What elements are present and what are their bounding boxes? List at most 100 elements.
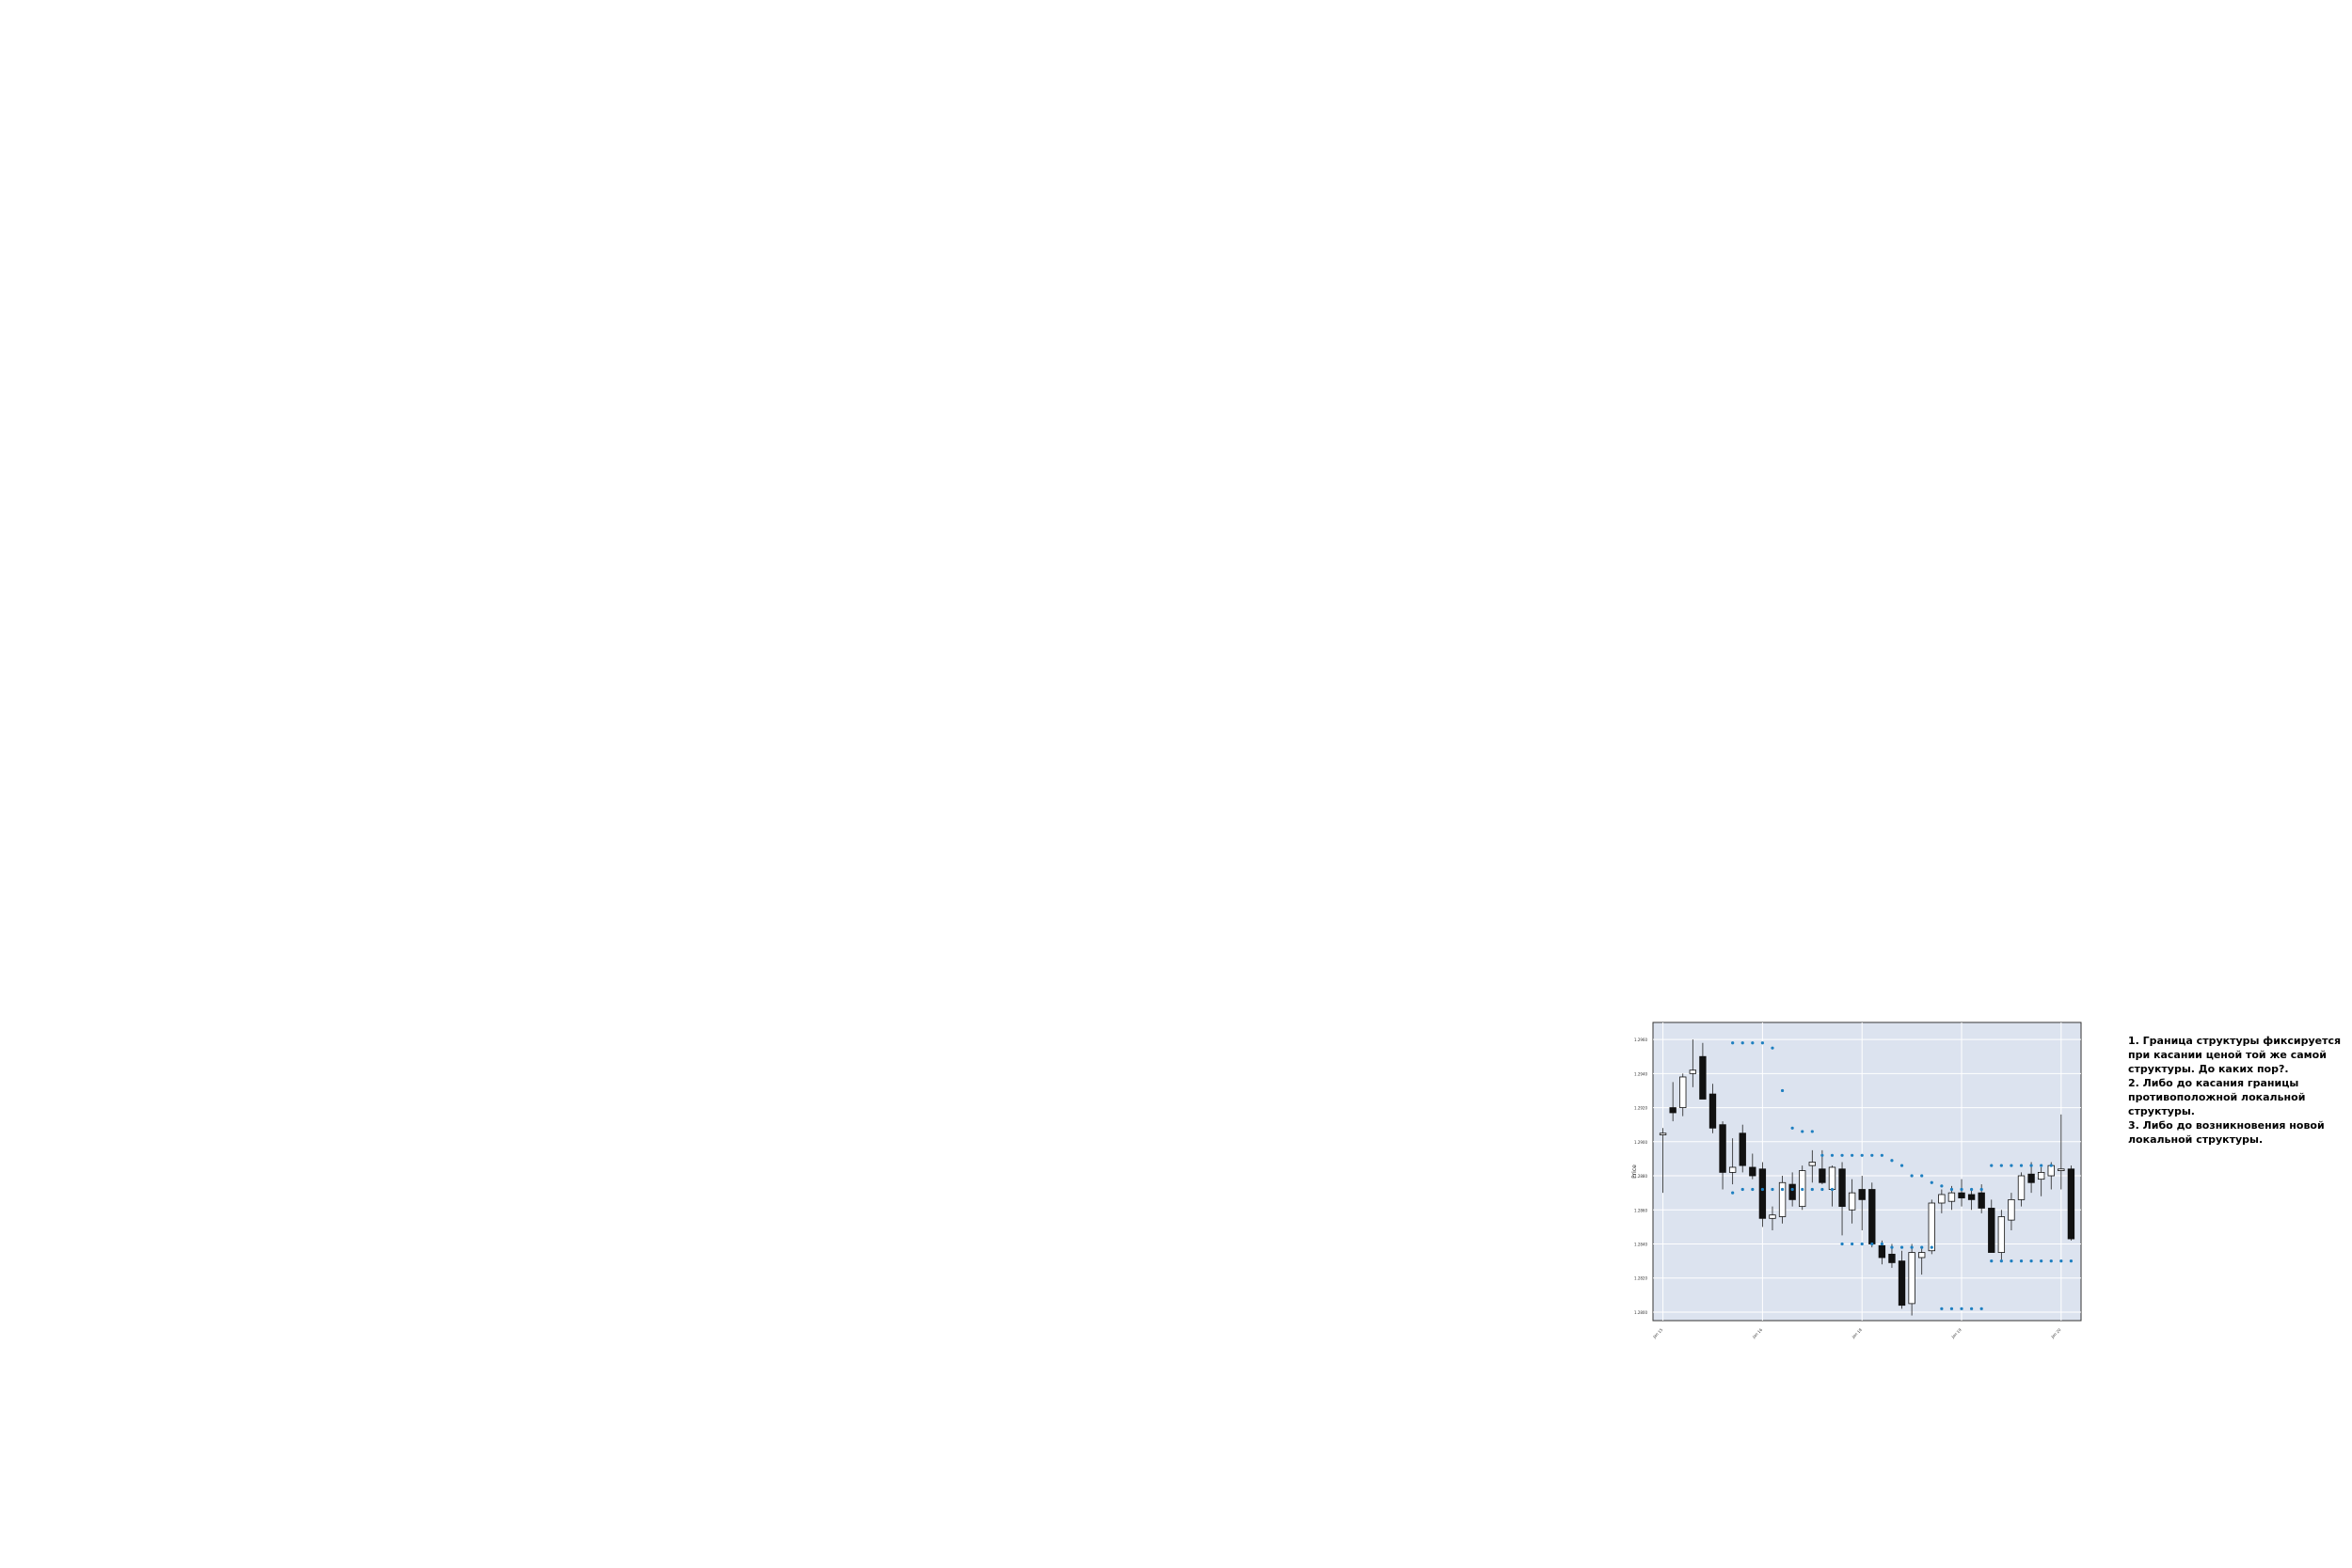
lower-structure-dot <box>1949 1307 1954 1310</box>
y-tick-label: 1.2900 <box>1634 1140 1647 1145</box>
lower-structure-dot <box>1751 1187 1755 1192</box>
candle-body <box>1858 1189 1866 1200</box>
upper-structure-dot <box>1801 1130 1804 1133</box>
lower-structure-dot <box>2019 1259 2024 1263</box>
candle-body <box>1918 1252 1926 1259</box>
lower-structure-dot <box>2010 1259 2013 1263</box>
candle-body <box>2017 1175 2026 1200</box>
candle-body <box>1988 1208 1995 1253</box>
candle-body <box>1769 1214 1776 1219</box>
upper-structure-dot <box>2040 1164 2043 1167</box>
y-tick-label: 1.2880 <box>1634 1174 1647 1179</box>
upper-structure-dot <box>1790 1126 1794 1130</box>
note-line-2: 2. Либо до касания границы противоположн… <box>2128 1077 2306 1117</box>
note-line-3: 3. Либо до возникновения новой локальной… <box>2128 1119 2325 1146</box>
upper-structure-dot <box>1840 1153 1844 1157</box>
upper-structure-dot <box>1940 1184 1944 1188</box>
candle-body <box>1947 1192 1956 1202</box>
candle-body <box>1848 1192 1856 1211</box>
lower-structure-dot <box>1760 1187 1764 1192</box>
annotation-note: 1. Граница структуры фиксируется при кас… <box>2128 1034 2352 1147</box>
upper-structure-dot <box>1740 1041 1744 1045</box>
lower-structure-dot <box>2059 1259 2063 1263</box>
upper-structure-dot <box>1899 1164 1904 1167</box>
candle-body <box>1778 1181 1787 1217</box>
plot-panel <box>1652 1022 2082 1322</box>
candle-body <box>2008 1198 2015 1221</box>
candle-body <box>1708 1093 1717 1129</box>
candle-body <box>2047 1164 2055 1177</box>
y-tick-label: 1.2860 <box>1634 1208 1647 1212</box>
x-tick-label: Jan 15 <box>1651 1327 1663 1339</box>
lower-structure-dot <box>1771 1187 1774 1192</box>
candle-body <box>1958 1192 1965 1198</box>
lower-structure-dot <box>2069 1259 2074 1263</box>
lower-structure-dot <box>1880 1242 1883 1246</box>
y-tick-label: 1.2920 <box>1634 1106 1647 1111</box>
upper-structure-dot <box>1820 1153 1824 1157</box>
candle-body <box>1728 1166 1737 1173</box>
lower-structure-dot <box>2049 1259 2053 1263</box>
lower-structure-dot <box>1890 1245 1894 1249</box>
candle-body <box>1819 1168 1826 1183</box>
upper-structure-dot <box>1810 1130 1814 1133</box>
x-tick-label: Jan 19 <box>1950 1327 1963 1339</box>
upper-structure-dot <box>2029 1164 2033 1167</box>
lower-structure-dot <box>1920 1245 1924 1249</box>
candle-body <box>1699 1055 1707 1100</box>
lower-structure-dot <box>2040 1259 2043 1263</box>
candle-body <box>1749 1166 1756 1177</box>
candle-body <box>1739 1132 1746 1166</box>
upper-structure-dot <box>1880 1153 1883 1157</box>
candle-body <box>1938 1194 1946 1204</box>
lower-structure-dot <box>1979 1307 1983 1310</box>
upper-structure-dot <box>1760 1041 1764 1045</box>
lower-structure-dot <box>1970 1307 1974 1310</box>
upper-structure-dot <box>1751 1041 1755 1045</box>
candle-body <box>1808 1162 1816 1166</box>
candle-body <box>1828 1166 1836 1190</box>
upper-structure-dot <box>1890 1159 1894 1163</box>
upper-structure-dot <box>1830 1153 1835 1157</box>
x-tick-label: Jan 20 <box>2049 1327 2061 1339</box>
upper-structure-dot <box>1731 1041 1735 1045</box>
lower-structure-dot <box>1731 1191 1735 1195</box>
upper-structure-dot <box>2010 1164 2013 1167</box>
candle-body <box>1978 1192 1985 1209</box>
candle-body <box>1659 1132 1667 1135</box>
lower-structure-dot <box>1960 1307 1963 1310</box>
candle-body <box>1758 1168 1767 1219</box>
lower-structure-dot <box>1940 1307 1944 1310</box>
candle-body <box>1928 1202 1935 1252</box>
candle-body <box>2027 1173 2035 1183</box>
candle-body <box>1838 1168 1846 1208</box>
candle-body <box>2058 1168 2065 1171</box>
upper-structure-dot <box>1860 1153 1864 1157</box>
upper-structure-dot <box>1979 1187 1983 1192</box>
lower-structure-dot <box>1999 1259 2003 1263</box>
upper-structure-dot <box>1920 1174 1924 1178</box>
lower-structure-dot <box>1990 1259 1994 1263</box>
candle-body <box>2037 1172 2045 1180</box>
y-tick-label: 1.2800 <box>1634 1310 1647 1315</box>
upper-structure-dot <box>1910 1174 1914 1178</box>
candle-body <box>1719 1124 1726 1173</box>
candle-body <box>1908 1252 1915 1305</box>
note-line-1: 1. Граница структуры фиксируется при кас… <box>2128 1035 2342 1075</box>
candle-body <box>2067 1168 2075 1240</box>
lower-structure-dot <box>1801 1187 1804 1192</box>
lower-structure-dot <box>1851 1242 1854 1246</box>
upper-structure-dot <box>1771 1046 1774 1050</box>
x-tick-label: Jan 18 <box>1851 1327 1863 1339</box>
candle-body <box>1669 1107 1677 1114</box>
upper-structure-dot <box>1870 1153 1874 1157</box>
candle-body <box>1997 1216 2006 1253</box>
upper-structure-dot <box>1990 1164 1994 1167</box>
x-tick-label: Jan 16 <box>1751 1327 1763 1339</box>
upper-structure-dot <box>1780 1088 1785 1093</box>
y-tick-label: 1.2840 <box>1634 1242 1647 1246</box>
candle-body <box>1788 1183 1796 1200</box>
lower-structure-dot <box>1840 1242 1844 1246</box>
lower-structure-dot <box>1810 1187 1814 1192</box>
